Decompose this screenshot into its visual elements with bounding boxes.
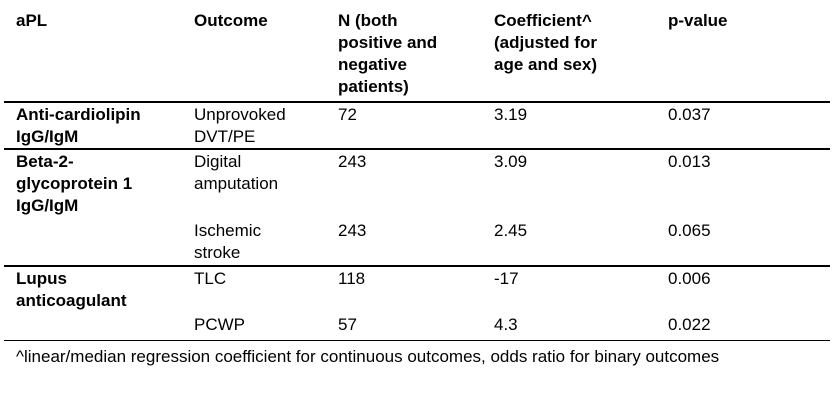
cell-coefficient: 4.3 [494,315,518,334]
cell-outcome: TLC [194,269,227,288]
table-row: PCWP 57 4.3 0.022 [4,314,830,338]
header-n: N (both positive and negative patients) [338,11,438,96]
cell-outcome: PCWP [194,315,245,334]
group-divider [4,148,830,150]
table-header-row: aPL Outcome N (both positive and negativ… [4,10,830,100]
cell-n: 57 [338,315,357,334]
cell-p-value: 0.022 [668,315,711,334]
group-divider [4,265,830,267]
cell-n: 243 [338,221,367,240]
cell-p-value: 0.037 [668,105,711,124]
table-row: Lupus anticoagulant TLC 118 -17 0.006 [4,268,830,312]
table-footnote: ^linear/median regression coefficient fo… [16,347,720,366]
cell-coefficient: -17 [494,269,519,288]
cell-p-value: 0.013 [668,152,711,171]
table-row: Ischemic stroke 243 2.45 0.065 [4,220,830,264]
cell-outcome: Digital amputation [194,152,279,193]
cell-apl: Lupus anticoagulant [16,269,127,310]
header-p-value: p-value [668,11,728,30]
cell-n: 118 [338,269,366,288]
cell-n: 243 [338,152,367,171]
cell-p-value: 0.065 [668,221,711,240]
cell-outcome: Unprovoked DVT/PE [194,105,286,146]
header-apl: aPL [16,11,48,30]
header-divider [4,101,830,103]
cell-outcome: Ischemic stroke [194,221,262,262]
cell-coefficient: 3.09 [494,152,528,171]
table-row: Beta-2- glycoprotein 1 IgG/IgM Digital a… [4,151,830,219]
cell-apl: Beta-2- glycoprotein 1 IgG/IgM [16,152,133,215]
cell-p-value: 0.006 [668,269,711,288]
cell-apl: Anti-cardiolipin IgG/IgM [16,105,141,146]
footer-divider [4,340,830,341]
cell-coefficient: 3.19 [494,105,528,124]
header-coefficient: Coefficient^ (adjusted for age and sex) [494,11,597,74]
cell-n: 72 [338,105,357,124]
header-outcome: Outcome [194,11,268,30]
table-row: Anti-cardiolipin IgG/IgM Unprovoked DVT/… [4,104,830,148]
cell-coefficient: 2.45 [494,221,528,240]
